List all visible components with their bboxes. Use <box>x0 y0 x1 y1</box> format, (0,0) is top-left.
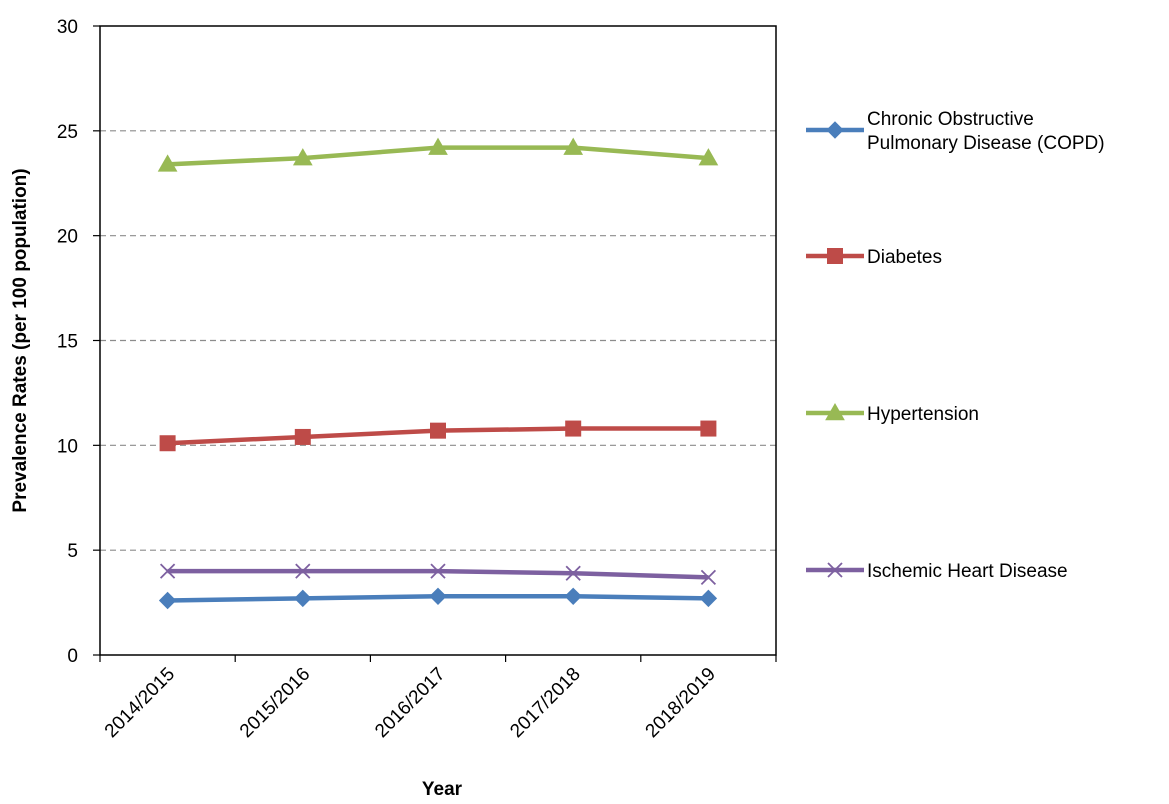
data-point-diamond <box>826 121 844 139</box>
y-tick-label: 0 <box>67 646 78 667</box>
data-point-diamond <box>564 587 582 606</box>
data-point-triangle <box>698 148 719 166</box>
legend-item: Chronic Obstructive Pulmonary Disease (CO… <box>806 109 1105 154</box>
x-axis-title: Year <box>422 779 463 800</box>
x-tick-label: 2017/2018 <box>506 664 584 742</box>
x-tick-label: 2014/2015 <box>101 664 179 742</box>
legend-item: Ischemic Heart Disease <box>806 561 1068 582</box>
y-tick-label: 25 <box>57 122 78 143</box>
legend-item: Diabetes <box>806 247 942 268</box>
x-tick-label: 2015/2016 <box>236 664 314 742</box>
data-point-x <box>700 569 717 586</box>
data-point-x <box>430 563 446 579</box>
x-axis-ticks: 2014/2015 2015/2016 2016/2017 2017/2018 2018… <box>99 655 777 742</box>
data-point-square <box>700 420 717 437</box>
y-tick-label: 10 <box>57 436 78 457</box>
data-point-square <box>159 435 176 452</box>
data-point-triangle <box>563 137 584 155</box>
data-point-diamond <box>429 587 447 606</box>
data-point-diamond <box>158 591 177 610</box>
legend-label: Chronic Obstructive Pulmonary Disease (CO… <box>867 109 1105 154</box>
data-point-square <box>827 248 843 264</box>
series-group <box>159 563 717 586</box>
y-tick-label: 5 <box>67 541 78 562</box>
gridlines <box>100 130 776 551</box>
y-tick-label: 15 <box>57 332 78 353</box>
y-axis-ticks: 0 5 10 15 20 25 30 <box>57 17 100 667</box>
data-point-diamond <box>699 589 718 608</box>
x-tick-label: 2018/2019 <box>642 664 720 742</box>
legend-label: Hypertension <box>867 404 979 425</box>
data-point-diamond <box>294 589 312 608</box>
data-point-x <box>565 565 581 581</box>
y-axis-title: Prevalence Rates (per 100 population) <box>10 168 31 512</box>
y-tick-label: 30 <box>57 17 78 38</box>
legend-label: Diabetes <box>867 247 942 268</box>
data-point-square <box>430 422 446 439</box>
data-point-square <box>565 420 582 437</box>
data-point-x <box>827 562 843 578</box>
data-point-x <box>295 563 311 579</box>
legend-item: Hypertension <box>806 402 979 425</box>
data-point-x <box>159 563 176 579</box>
data-point-triangle <box>157 154 178 172</box>
x-tick-label: 2016/2017 <box>371 664 449 742</box>
legend-label: Ischemic Heart Disease <box>867 561 1068 582</box>
series-layer <box>157 137 719 610</box>
legend: Chronic Obstructive Pulmonary Disease (CO… <box>806 109 1105 582</box>
data-point-triangle <box>825 402 845 421</box>
series-group <box>157 137 719 172</box>
y-tick-label: 20 <box>57 227 78 248</box>
data-point-triangle <box>428 137 448 155</box>
data-point-triangle <box>292 148 313 166</box>
data-point-square <box>294 428 311 445</box>
series-group <box>159 420 717 452</box>
series-group <box>158 587 718 610</box>
